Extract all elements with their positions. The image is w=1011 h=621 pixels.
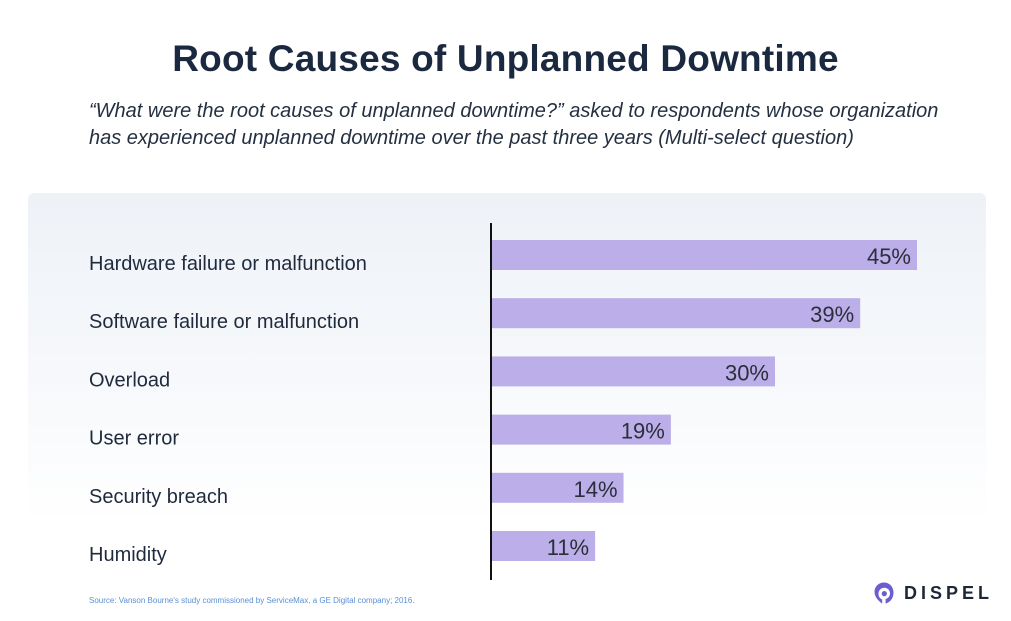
bar [491, 531, 596, 561]
value-label: 30% [725, 360, 769, 385]
category-label: Software failure or malfunction [89, 311, 359, 333]
bar [491, 298, 861, 329]
dispel-logo-text: DISPEL [904, 582, 994, 603]
chart-title: Root Causes of Unplanned Downtime [172, 38, 839, 79]
dispel-logo-icon [874, 582, 894, 604]
category-label: Overload [89, 369, 170, 391]
category-label: Humidity [89, 544, 167, 566]
category-label: User error [89, 428, 179, 450]
category-label: Security breach [89, 486, 228, 508]
value-label: 11% [547, 535, 589, 560]
value-label: 45% [867, 244, 911, 269]
chart-subtitle: “What were the root causes of unplanned … [89, 100, 939, 149]
value-label: 14% [573, 477, 617, 502]
bar [491, 356, 775, 387]
source-note: Source: Vanson Bourne's study commission… [89, 596, 415, 605]
value-label: 39% [810, 302, 854, 327]
bar [491, 414, 671, 445]
bar [491, 472, 624, 503]
bar [491, 240, 917, 270]
dispel-logo: DISPEL [872, 580, 993, 606]
value-label: 19% [621, 419, 665, 444]
category-label: Hardware failure or malfunction [89, 253, 367, 275]
